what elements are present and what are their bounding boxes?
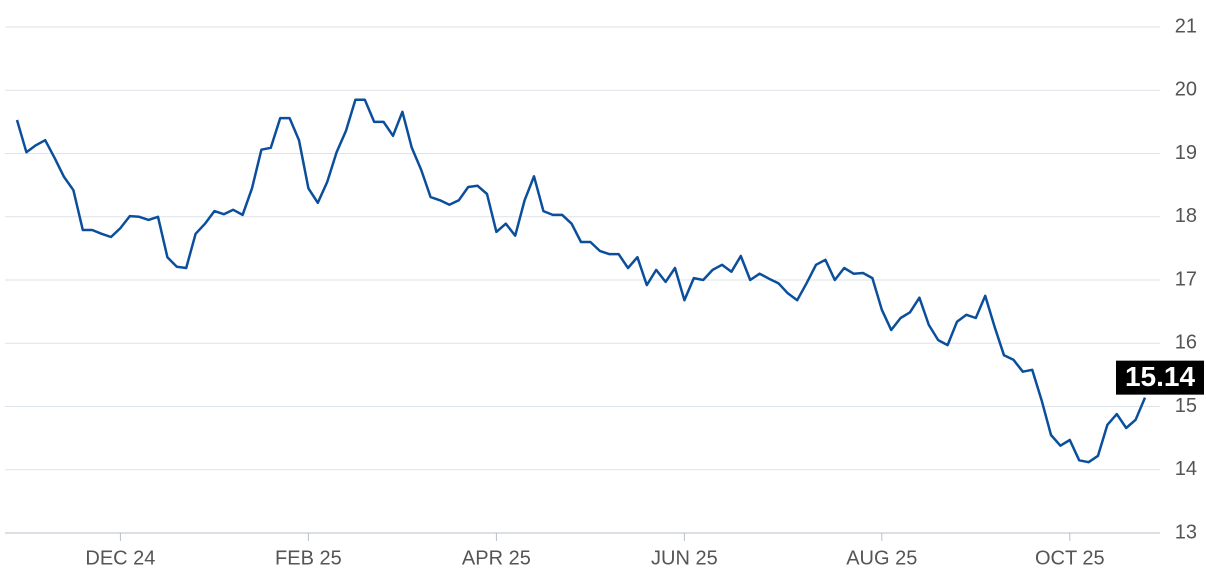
y-tick-label: 14 (1175, 458, 1197, 480)
y-tick-label: 21 (1175, 15, 1197, 37)
y-tick-label: 17 (1175, 268, 1197, 290)
x-tick-label: OCT 25 (1035, 547, 1105, 569)
x-tick-label: AUG 25 (846, 547, 917, 569)
y-tick-label: 20 (1175, 79, 1197, 101)
x-tick-label: FEB 25 (275, 547, 342, 569)
y-tick-label: 19 (1175, 142, 1197, 164)
last-value-label: 15.14 (1125, 361, 1195, 392)
x-tick-label: DEC 24 (85, 547, 155, 569)
y-tick-label: 16 (1175, 332, 1197, 354)
price-line (15, 98, 1147, 464)
y-tick-label: 18 (1175, 205, 1197, 227)
x-tick-label: APR 25 (462, 547, 531, 569)
last-value-box (1116, 360, 1204, 395)
y-tick-label: 13 (1175, 521, 1197, 543)
x-tick-label: JUN 25 (651, 547, 718, 569)
y-tick-label: 15 (1175, 395, 1197, 417)
